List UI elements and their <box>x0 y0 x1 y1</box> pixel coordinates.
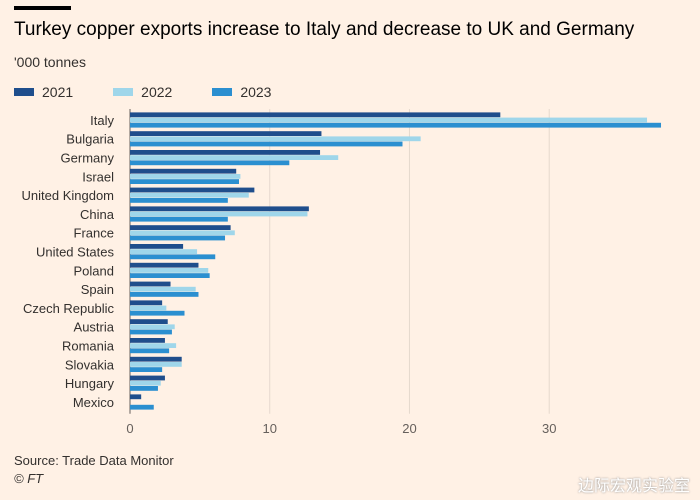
bar <box>130 192 249 198</box>
bar <box>130 268 209 273</box>
bar <box>130 286 196 292</box>
legend-swatch-2023 <box>212 88 233 96</box>
legend-label-2022: 2022 <box>141 84 173 100</box>
bar <box>130 319 168 324</box>
chart-subtitle: '000 tonnes <box>14 54 86 70</box>
bar <box>130 141 403 147</box>
bar <box>130 244 184 249</box>
bar <box>130 155 339 160</box>
category-label: Czech Republic <box>23 301 115 316</box>
bar <box>130 168 237 174</box>
category-label: United States <box>36 245 115 260</box>
category-label: Bulgaria <box>66 132 114 147</box>
bar <box>130 206 309 212</box>
bar <box>130 136 421 142</box>
bar <box>130 249 198 254</box>
category-label: China <box>80 207 115 222</box>
category-label: Israel <box>82 169 114 184</box>
bar <box>130 375 165 381</box>
bar <box>130 216 228 222</box>
category-label: Germany <box>61 151 115 166</box>
bar <box>130 117 648 123</box>
category-label: Poland <box>74 263 114 278</box>
bar <box>130 404 154 410</box>
ft-brand: © FT <box>14 471 44 486</box>
legend-swatch-2021 <box>14 88 34 96</box>
legend-item-2023: 2023 <box>212 84 271 100</box>
bar <box>130 112 501 118</box>
bar <box>130 310 185 316</box>
bar <box>130 348 170 354</box>
bar <box>130 362 182 367</box>
legend-swatch-2022 <box>113 88 134 96</box>
category-label: Romania <box>62 339 115 354</box>
category-label: Hungary <box>65 376 115 391</box>
category-label: Mexico <box>73 395 114 410</box>
bar <box>130 300 163 306</box>
category-label: Austria <box>74 320 115 335</box>
x-tick-label: 30 <box>542 421 556 436</box>
bar <box>130 225 231 230</box>
legend-label-2021: 2021 <box>42 84 74 100</box>
bar <box>130 179 239 184</box>
bar <box>130 386 158 391</box>
bar <box>130 329 172 335</box>
category-label: Slovakia <box>65 357 115 372</box>
category-label: Spain <box>81 282 114 297</box>
bar <box>130 198 228 203</box>
bar <box>130 273 210 278</box>
bar <box>130 230 235 236</box>
bar <box>130 380 161 386</box>
bar <box>130 324 175 330</box>
bar <box>130 394 142 400</box>
ft-top-bar <box>14 6 71 10</box>
source-note: Source: Trade Data Monitor <box>14 453 174 468</box>
bar <box>130 211 308 217</box>
bar <box>130 367 163 372</box>
bar <box>130 292 199 297</box>
category-label: Italy <box>90 113 114 128</box>
x-tick-label: 10 <box>263 421 277 436</box>
bar <box>130 187 255 193</box>
bar <box>130 281 171 287</box>
bar <box>130 338 165 343</box>
bar <box>130 122 662 128</box>
category-label: France <box>74 226 114 241</box>
x-tick-label: 20 <box>402 421 416 436</box>
bar <box>130 305 167 311</box>
legend-item-2022: 2022 <box>113 84 172 100</box>
legend-item-2021: 2021 <box>14 84 73 100</box>
chart-title: Turkey copper exports increase to Italy … <box>14 19 635 40</box>
bar <box>130 254 216 260</box>
bar <box>130 262 199 268</box>
bar <box>130 235 226 241</box>
bar <box>130 356 182 362</box>
category-label: United Kingdom <box>22 188 115 203</box>
legend-label-2023: 2023 <box>240 84 272 100</box>
bar <box>130 131 322 136</box>
bar <box>130 160 290 166</box>
bar <box>130 174 241 179</box>
bar <box>130 343 177 348</box>
x-tick-label: 0 <box>126 421 133 436</box>
watermark: 边际宏观实验室 <box>577 478 690 495</box>
legend: 2021 2022 2023 <box>14 84 311 100</box>
bar <box>130 150 321 155</box>
